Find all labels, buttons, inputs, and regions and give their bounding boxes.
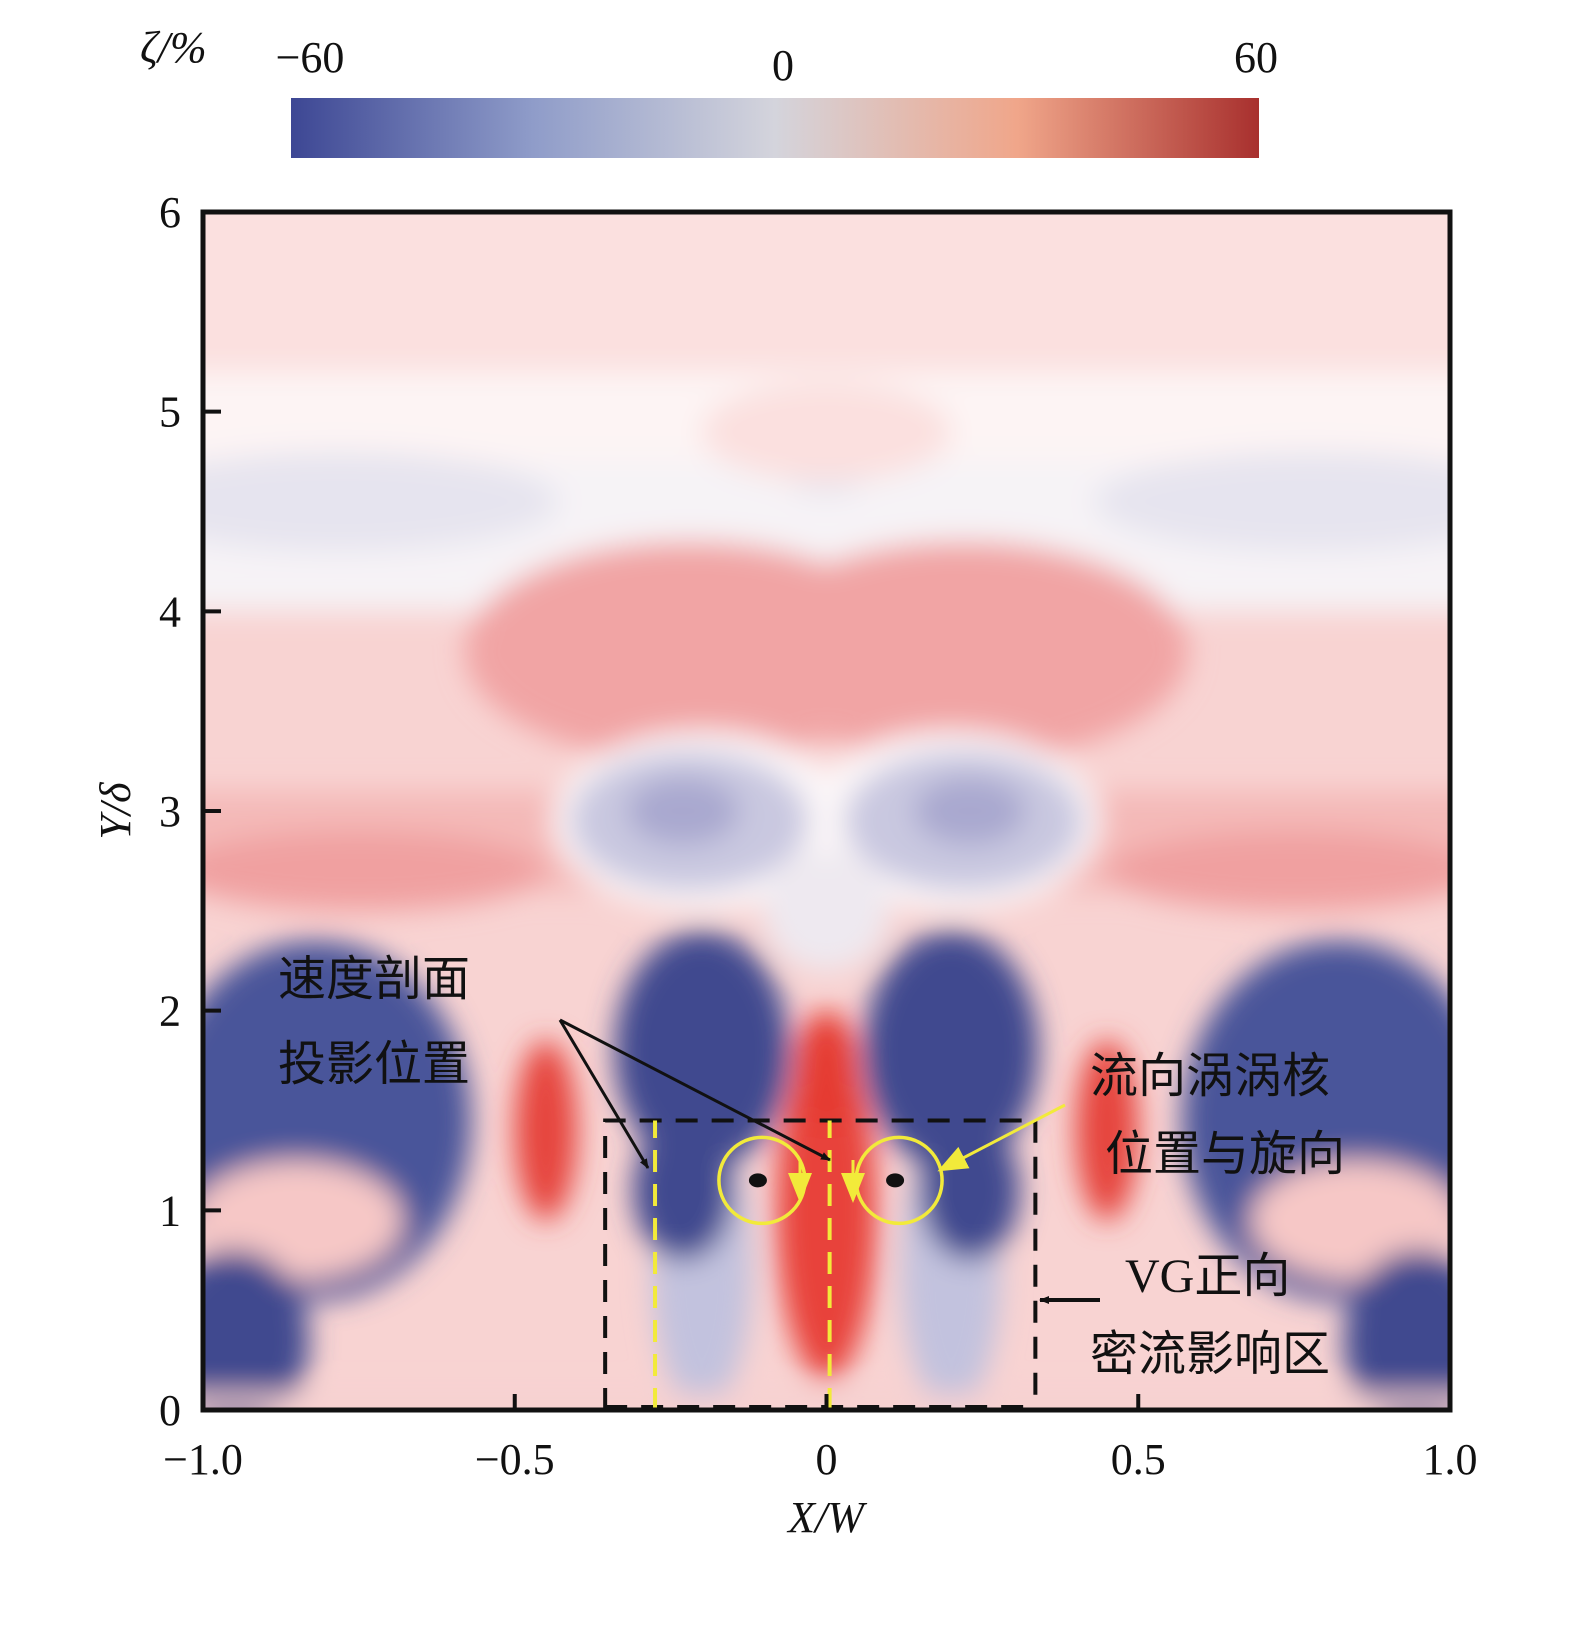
annotation-overlay (558, 1018, 1100, 1410)
y-tick-label: 3 (159, 787, 181, 836)
annotation-vg-line2: 密流影响区 (1090, 1328, 1330, 1381)
red-arc-center (751, 611, 902, 732)
lavender-right (1094, 451, 1450, 552)
annotation-vortex-line1: 流向涡涡核 (1090, 1050, 1330, 1103)
blue-lobe-right (863, 930, 1039, 1171)
pink-left-streak (203, 1160, 403, 1281)
y-tick-label: 5 (159, 388, 181, 437)
lavender-left (203, 451, 559, 552)
band-top-pink (203, 212, 1450, 372)
field-blurred-layer (203, 212, 1450, 1410)
x-axis-label: X/W (786, 1493, 867, 1542)
blue-right-corner (1344, 1250, 1450, 1410)
x-tick-label: −1.0 (163, 1435, 243, 1484)
blue-lower-right (920, 1120, 1020, 1261)
colorbar-tick-max: 60 (1234, 33, 1278, 82)
blue-lower-left (633, 1120, 733, 1261)
y-tick-label: 1 (159, 1186, 181, 1235)
lavender-core-right (913, 777, 1027, 845)
red-left-band (203, 830, 546, 911)
blue-left-corner (203, 1250, 309, 1410)
axes: −1.0 −0.5 0 0.5 1.0 0 1 2 3 4 5 6 (159, 188, 1478, 1484)
vortex-core-dot-0 (748, 1173, 767, 1188)
contour-field (203, 212, 1450, 1410)
colorbar (291, 98, 1259, 158)
profile-pointer-arrow-2 (559, 1018, 831, 1162)
white-center (764, 850, 889, 971)
annotation-profile-line1: 速度剖面 (278, 953, 470, 1006)
colorbar-tick-zero: 0 (772, 41, 794, 90)
x-tick-label: 0 (816, 1435, 838, 1484)
red-side-right (1075, 1040, 1139, 1221)
colorbar-tick-min: −60 (276, 33, 345, 82)
y-axis-label: Y/δ (91, 781, 140, 840)
pink-right-streak (1250, 1160, 1450, 1281)
vortex-core-dot-1 (886, 1173, 905, 1188)
x-tick-label: −0.5 (475, 1435, 555, 1484)
red-right-band (1107, 830, 1450, 911)
red-center-column (776, 1040, 877, 1381)
vortex-pointer-arrow (937, 1103, 1066, 1172)
colorbar-label: ζ/% (140, 23, 207, 72)
lavender-core-left (626, 777, 740, 845)
pink-dome (701, 381, 952, 482)
x-tick-label: 1.0 (1423, 1435, 1478, 1484)
annotation-vortex-line2: 位置与旋向 (1105, 1128, 1345, 1181)
red-center-top (795, 1010, 858, 1131)
red-side-left (514, 1040, 578, 1221)
y-tick-label: 4 (159, 587, 181, 636)
y-tick-label: 0 (159, 1386, 181, 1435)
annotation-profile-line2: 投影位置 (278, 1038, 470, 1091)
y-tick-label: 2 (159, 987, 181, 1036)
annotation-vg-line1: VG正向 (1125, 1250, 1290, 1303)
profile-pointer-arrow-1 (558, 1019, 650, 1169)
x-tick-label: 0.5 (1111, 1435, 1166, 1484)
blue-lobe-left (614, 930, 790, 1171)
y-tick-label: 6 (159, 188, 181, 237)
vg-region-box (603, 1118, 1038, 1410)
